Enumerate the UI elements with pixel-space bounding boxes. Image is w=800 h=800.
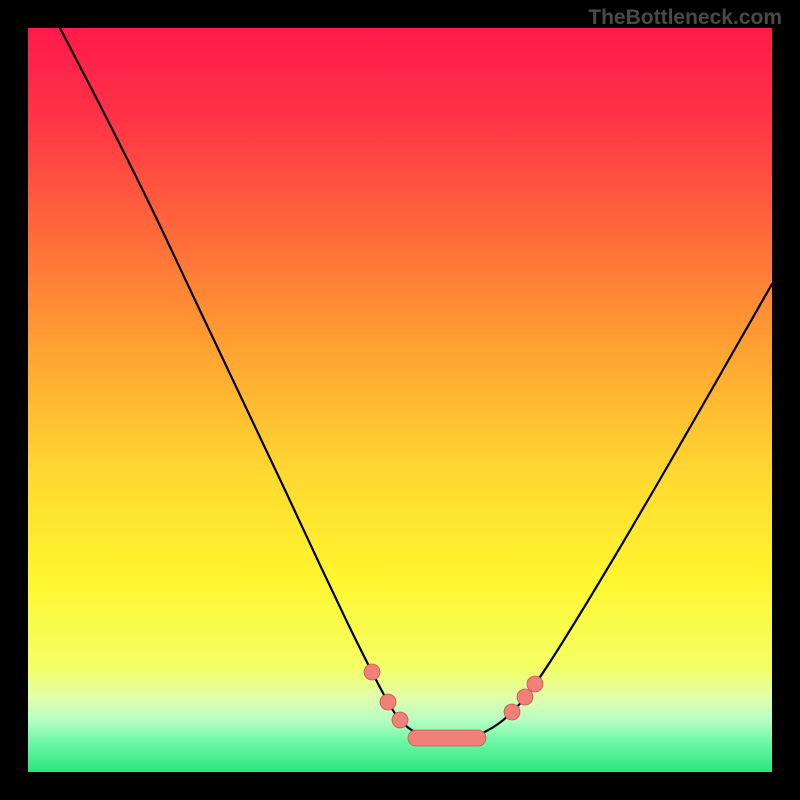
marker-dot [380, 694, 396, 710]
marker-dot [504, 704, 520, 720]
marker-pill [408, 730, 486, 746]
bottleneck-curve-chart [0, 0, 800, 800]
watermark-text: TheBottleneck.com [588, 6, 782, 30]
marker-dot [392, 712, 408, 728]
chart-container: TheBottleneck.com [0, 0, 800, 800]
marker-dot [517, 689, 533, 705]
plot-area [28, 28, 772, 772]
marker-dot [364, 664, 380, 680]
marker-dot [527, 676, 543, 692]
